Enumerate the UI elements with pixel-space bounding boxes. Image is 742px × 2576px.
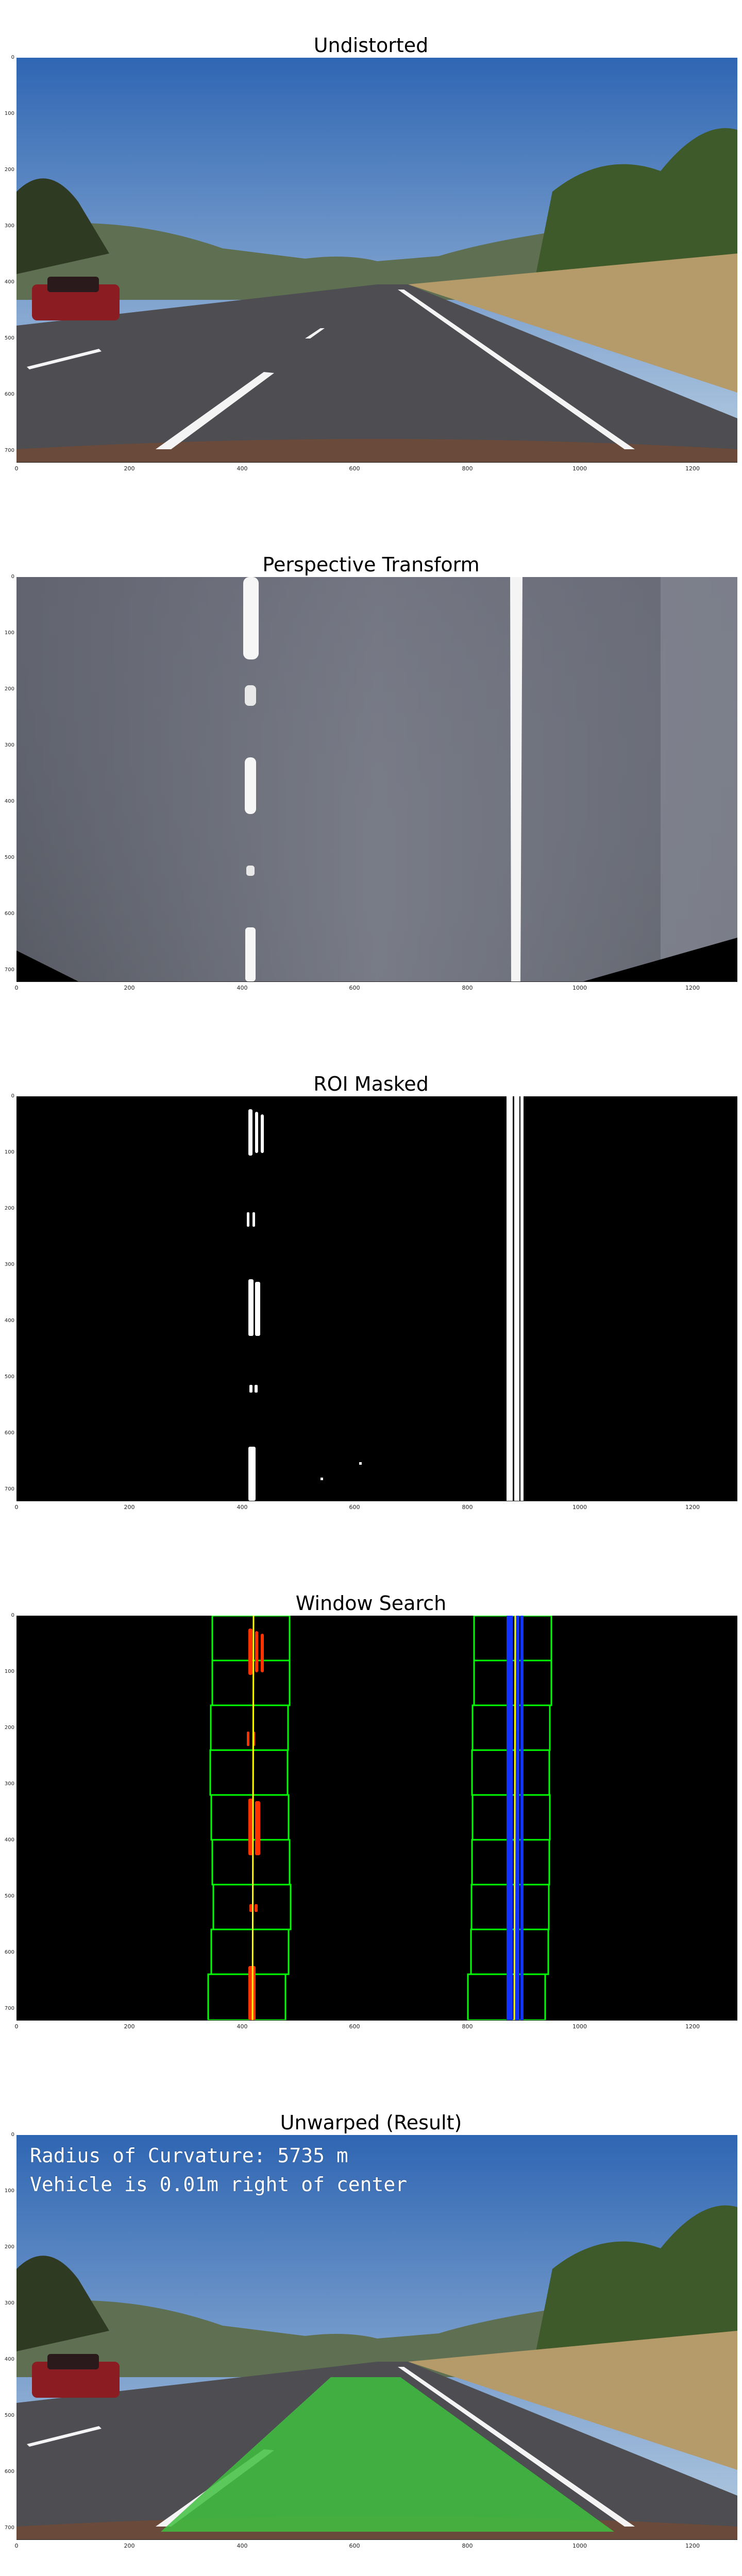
x-tick-label: 0 [14, 465, 19, 472]
y-tick-label: 500 [4, 335, 14, 341]
x-tick-label: 1200 [685, 2023, 700, 2030]
y-tick-label: 300 [4, 742, 14, 748]
x-tick-label: 600 [349, 465, 360, 472]
x-tick-label: 1200 [685, 985, 700, 991]
y-tick-label: 500 [4, 2413, 14, 2418]
x-tick-label: 800 [462, 465, 473, 472]
axis-frame [16, 2020, 737, 2021]
roi-masked-image [16, 1096, 737, 1501]
x-tick-label: 600 [349, 2023, 360, 2030]
panel-title: Perspective Transform [262, 553, 480, 576]
x-tick-label: 600 [349, 985, 360, 991]
y-tick-label: 200 [4, 1206, 14, 1211]
panel-roi-masked: ROI Masked [0, 1039, 742, 1554]
x-tick-label: 200 [124, 2543, 135, 2549]
y-tick-label: 100 [4, 111, 14, 116]
y-tick-label: 700 [4, 448, 14, 453]
y-tick-label: 400 [4, 279, 14, 285]
y-tick-label: 300 [4, 1781, 14, 1787]
y-tick-label: 100 [4, 2188, 14, 2194]
x-tick-label: 400 [237, 2023, 248, 2030]
y-tick-label: 300 [4, 2300, 14, 2306]
y-tick-label: 100 [4, 1149, 14, 1155]
y-tick-label: 600 [4, 1950, 14, 1955]
axis-frame [16, 981, 737, 982]
y-tick-label: 100 [4, 1669, 14, 1674]
y-tick-label: 500 [4, 1374, 14, 1380]
x-tick-label: 0 [14, 2543, 19, 2549]
y-tick-label: 200 [4, 2244, 14, 2250]
x-tick-label: 200 [124, 1504, 135, 1511]
x-tick-label: 200 [124, 985, 135, 991]
x-tick-label: 200 [124, 465, 135, 472]
axis-frame [16, 462, 737, 463]
panel-undistorted: Undistorted [0, 0, 742, 515]
y-tick-label: 400 [4, 799, 14, 804]
perspective-image [16, 577, 737, 981]
x-tick-label: 1200 [685, 465, 700, 472]
x-tick-label: 800 [462, 985, 473, 991]
x-tick-label: 0 [14, 2023, 19, 2030]
x-tick-label: 200 [124, 2023, 135, 2030]
y-tick-label: 400 [4, 1318, 14, 1324]
x-tick-label: 1000 [572, 985, 587, 991]
panel-title: ROI Masked [313, 1073, 429, 1095]
panel-title: Unwarped (Result) [280, 2111, 462, 2134]
x-tick-label: 400 [237, 985, 248, 991]
y-tick-label: 600 [4, 1430, 14, 1436]
y-tick-label: 500 [4, 1893, 14, 1899]
panel-title: Undistorted [313, 34, 429, 57]
y-tick-label: 400 [4, 1837, 14, 1843]
y-tick-label: 600 [4, 392, 14, 397]
x-tick-label: 600 [349, 1504, 360, 1511]
y-tick-label: 700 [4, 2525, 14, 2531]
x-tick-label: 400 [237, 2543, 248, 2549]
y-tick-label: 500 [4, 855, 14, 860]
panel-perspective-transform: Perspective Transform [0, 519, 742, 1035]
y-tick-label: 700 [4, 1486, 14, 1492]
y-tick-label: 0 [11, 55, 14, 60]
x-tick-label: 0 [14, 985, 19, 991]
y-tick-label: 100 [4, 630, 14, 636]
y-tick-label: 0 [11, 2132, 14, 2138]
x-tick-label: 1000 [572, 2023, 587, 2030]
y-tick-label: 400 [4, 2357, 14, 2362]
y-tick-label: 200 [4, 686, 14, 692]
window-search-image [16, 1616, 737, 2020]
undistorted-image [16, 58, 737, 462]
radius-of-curvature-text: Radius of Curvature: 5735 m [30, 2144, 348, 2167]
y-tick-label: 600 [4, 2469, 14, 2475]
x-tick-label: 1000 [572, 1504, 587, 1511]
y-tick-label: 0 [11, 574, 14, 580]
x-tick-label: 800 [462, 2543, 473, 2549]
y-tick-label: 0 [11, 1613, 14, 1618]
panel-title: Window Search [295, 1592, 447, 1615]
unwarped-result-image [16, 2135, 737, 2539]
x-tick-label: 600 [349, 2543, 360, 2549]
y-tick-label: 700 [4, 967, 14, 973]
y-tick-label: 700 [4, 2006, 14, 2011]
x-tick-label: 400 [237, 1504, 248, 1511]
y-tick-label: 300 [4, 223, 14, 229]
y-tick-label: 200 [4, 167, 14, 173]
x-tick-label: 1000 [572, 2543, 587, 2549]
x-tick-label: 1200 [685, 2543, 700, 2549]
panel-window-search: Window Search [0, 1558, 742, 2073]
panel-unwarped-result: Unwarped (Result) Radius of Cu [0, 2077, 742, 2576]
y-tick-label: 0 [11, 1093, 14, 1099]
x-tick-label: 1200 [685, 1504, 700, 1511]
axis-frame [16, 2539, 737, 2540]
y-tick-label: 200 [4, 1725, 14, 1731]
x-tick-label: 0 [14, 1504, 19, 1511]
y-tick-label: 300 [4, 1262, 14, 1267]
vehicle-position-text: Vehicle is 0.01m right of center [30, 2173, 408, 2196]
x-tick-label: 800 [462, 2023, 473, 2030]
x-tick-label: 800 [462, 1504, 473, 1511]
y-tick-label: 600 [4, 911, 14, 917]
x-tick-label: 1000 [572, 465, 587, 472]
x-tick-label: 400 [237, 465, 248, 472]
